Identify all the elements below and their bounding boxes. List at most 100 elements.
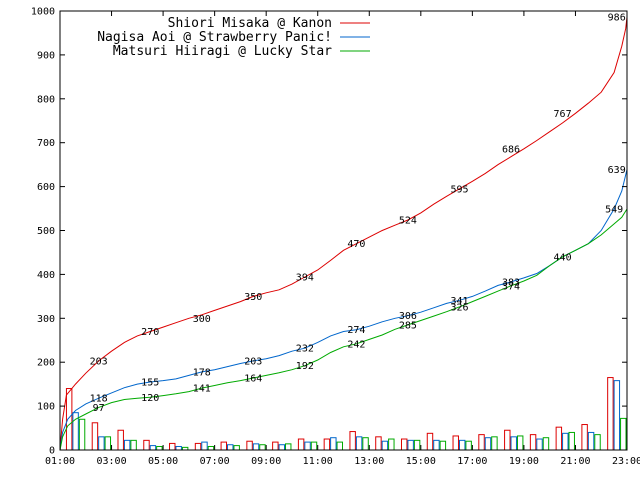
x-tick-label: 17:00 (457, 456, 487, 467)
hourly-bar (439, 440, 447, 451)
hourly-bar (375, 436, 382, 451)
data-labels: 203 270 300 350 394 470 524 595 686 767 986 118 155 1… (90, 13, 626, 414)
hourly-bar (252, 443, 260, 451)
hourly-bar (123, 439, 131, 451)
hourly-bar (510, 436, 517, 451)
hourly-bar (143, 439, 150, 451)
hourly-bar (323, 438, 331, 451)
hourly-bar (381, 440, 389, 451)
hourly-bar (452, 435, 459, 451)
data-label: 203 (90, 356, 108, 367)
y-tick-label: 700 (37, 138, 55, 149)
y-tick-label: 100 (37, 402, 55, 413)
data-label: 767 (554, 109, 572, 120)
data-label: 285 (399, 320, 417, 331)
hourly-bar (568, 431, 575, 451)
hourly-bar (536, 438, 543, 451)
x-tick-label: 11:00 (303, 456, 333, 467)
hourly-bar (388, 438, 395, 451)
hourly-bar (201, 441, 208, 451)
legend-label: Nagisa Aoi @ Strawberry Panic! (97, 30, 332, 45)
hourly-bar (465, 440, 472, 451)
data-label: 350 (244, 292, 262, 303)
data-label: 595 (450, 184, 468, 195)
y-tick-label: 800 (37, 94, 55, 105)
x-tick-label: 23:00 (612, 456, 640, 467)
hourly-bar (491, 436, 498, 451)
x-tick-label: 09:00 (251, 456, 281, 467)
x-tick-label: 13:00 (354, 456, 384, 467)
x-axis: 01:00 03:00 05:00 07:00 09:00 11:00 13:00 15:00… (45, 11, 640, 467)
series-line (59, 208, 628, 451)
hourly-bar (310, 441, 318, 451)
hourly-bar (516, 435, 524, 451)
data-label: 470 (347, 239, 365, 250)
hourly-bar (433, 439, 440, 451)
y-tick-label: 0 (49, 446, 55, 457)
hourly-bar (98, 436, 105, 451)
data-label: 120 (141, 393, 159, 404)
hourly-bar (594, 434, 601, 451)
legend-label: Matsuri Hiiragi @ Lucky Star (113, 44, 332, 59)
x-tick-label: 07:00 (200, 456, 230, 467)
data-label: 686 (502, 144, 520, 155)
hourly-bar (227, 444, 234, 451)
series-line (59, 17, 628, 451)
hourly-bar (278, 444, 286, 451)
hourly-bar (400, 438, 408, 451)
hourly-bar (484, 437, 492, 451)
data-label: 270 (141, 327, 159, 338)
data-label: 155 (141, 377, 159, 388)
x-tick-label: 03:00 (96, 456, 126, 467)
data-label: 141 (193, 384, 211, 395)
hourly-bar (91, 422, 99, 451)
hourly-bar (220, 441, 228, 451)
hourly-bar (562, 432, 569, 451)
hourly-bar (78, 418, 86, 451)
x-tick-label: 05:00 (148, 456, 178, 467)
hourly-bar (104, 436, 112, 451)
hourly-bar (207, 445, 215, 451)
hourly-bar (555, 426, 563, 451)
data-label: 178 (193, 367, 211, 378)
data-label: 274 (347, 325, 365, 336)
y-tick-label: 200 (37, 358, 55, 369)
x-tick-label: 15:00 (406, 456, 436, 467)
y-tick-label: 300 (37, 314, 55, 325)
data-label: 383 (502, 277, 520, 288)
y-axis: 0 100 200 300 400 500 600 700 800 900 1000 (31, 7, 627, 457)
y-tick-label: 400 (37, 270, 55, 281)
data-label: 97 (93, 403, 105, 414)
hourly-bar (169, 442, 176, 451)
hourly-bar (478, 434, 485, 451)
data-label: 549 (605, 204, 623, 215)
hourly-bar (407, 439, 414, 451)
data-label: 986 (608, 13, 626, 24)
x-tick-label: 01:00 (45, 456, 75, 467)
data-label: 164 (244, 374, 262, 385)
data-label: 374 (502, 281, 520, 292)
hourly-bar (362, 437, 369, 451)
data-label: 524 (399, 215, 417, 226)
hourly-bar (613, 380, 621, 451)
hourly-bar (297, 438, 305, 451)
data-label: 394 (296, 273, 314, 284)
data-label: 341 (450, 296, 468, 307)
hourly-bar (175, 445, 182, 451)
hourly-bar (504, 429, 511, 451)
legend-label: Shiori Misaka @ Kanon (168, 16, 332, 31)
hourly-bar (587, 431, 595, 451)
hourly-bar (581, 424, 588, 451)
hourly-bar (130, 439, 137, 451)
hourly-bar (259, 444, 266, 451)
hourly-bar (149, 445, 157, 451)
hourly-bar (156, 445, 163, 451)
hourly-bar (246, 440, 253, 451)
hourly-bar (349, 431, 356, 451)
hourly-bar (233, 445, 240, 451)
data-label: 203 (244, 356, 262, 367)
y-tick-label: 600 (37, 182, 55, 193)
data-label: 232 (296, 344, 314, 355)
